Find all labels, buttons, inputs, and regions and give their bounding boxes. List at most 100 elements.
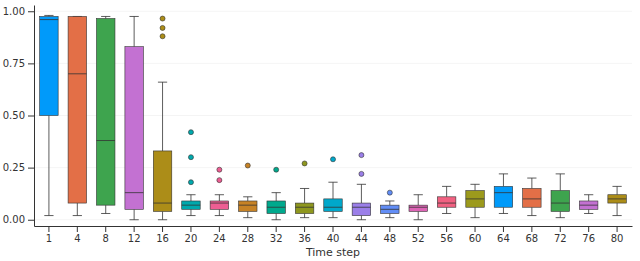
lower-whisker [219,209,220,215]
lower-cap [101,213,110,214]
x-tick-mark [190,226,191,232]
box [210,201,228,209]
lower-whisker [190,209,191,215]
x-tick-mark [48,226,49,232]
grid-line [34,63,632,64]
box-group [352,153,370,220]
outlier [188,155,193,160]
x-tick-label: 44 [355,233,368,244]
x-tick-mark [77,226,78,232]
box-group [40,15,58,215]
x-tick: 1 [46,226,52,244]
x-tick-mark [588,226,589,232]
median [409,207,427,208]
box [437,197,455,207]
x-tick: 48 [383,226,396,244]
x-tick: 76 [582,226,595,244]
box [523,188,541,207]
lower-cap [328,217,337,218]
x-tick-mark [247,226,248,232]
box-group [608,186,626,215]
x-tick: 40 [327,226,340,244]
box-group [381,190,399,218]
lower-whisker [361,216,362,220]
grid-line [34,11,632,12]
y-tick: 0.50 [3,110,34,121]
x-axis: 148121620242832364044485256606468727680 [35,226,633,244]
box [68,16,86,203]
box-group [295,161,313,218]
x-tick-label: 12 [128,233,141,244]
box-group [96,16,114,213]
outlier [188,180,193,185]
y-tick: 0.75 [3,58,34,69]
chart: 0.000.250.500.751.0014812162024283236404… [0,0,640,261]
upper-cap [44,15,53,16]
lower-whisker [276,213,277,219]
upper-whisker [389,201,390,205]
lower-cap [130,219,139,220]
box [125,47,143,210]
upper-cap [527,178,536,179]
x-tick-mark [219,226,220,232]
y-tick-mark [28,116,34,117]
x-tick-mark [276,226,277,232]
box-group [239,163,257,218]
outlier [188,130,193,135]
grid-line [34,167,632,168]
median [96,140,114,141]
upper-cap [158,82,167,83]
x-tick-mark [418,226,419,232]
outlier [387,190,392,195]
x-tick-label: 76 [582,233,595,244]
lower-cap [44,215,53,216]
lower-whisker [304,213,305,217]
box-group [523,178,541,216]
lower-cap [215,215,224,216]
lower-whisker [531,207,532,215]
x-tick-label: 40 [327,233,340,244]
x-tick-label: 80 [611,233,624,244]
lower-cap [556,217,565,218]
box-group [466,184,484,217]
upper-whisker [503,174,504,187]
x-tick: 8 [103,226,109,244]
x-tick: 20 [185,226,198,244]
median [210,203,228,204]
x-tick: 44 [355,226,368,244]
upper-whisker [276,193,277,201]
upper-cap [328,182,337,183]
box [239,201,257,211]
upper-cap [243,196,252,197]
lower-cap [612,215,621,216]
median [381,209,399,210]
upper-cap [272,192,281,193]
y-axis-line [34,6,35,227]
x-tick: 36 [298,226,311,244]
outlier [359,153,364,158]
x-tick: 64 [497,226,510,244]
x-tick: 80 [611,226,624,244]
box-group [409,195,427,220]
median [267,207,285,208]
y-tick-label: 0.00 [3,214,25,225]
x-tick-mark [361,226,362,232]
box-group [267,167,285,220]
lower-cap [499,213,508,214]
median [125,192,143,193]
median [295,207,313,208]
x-tick-label: 28 [241,233,254,244]
upper-whisker [475,184,476,190]
y-axis: 0.000.250.500.751.00 [3,6,35,227]
lower-cap [527,215,536,216]
x-tick: 32 [270,226,283,244]
box-group [68,16,86,215]
box [295,203,313,213]
box [381,205,399,213]
upper-whisker [446,186,447,196]
lower-cap [442,213,451,214]
box [40,16,58,115]
outlier [245,163,250,168]
y-tick-label: 0.25 [3,162,25,173]
x-tick-label: 72 [554,233,567,244]
